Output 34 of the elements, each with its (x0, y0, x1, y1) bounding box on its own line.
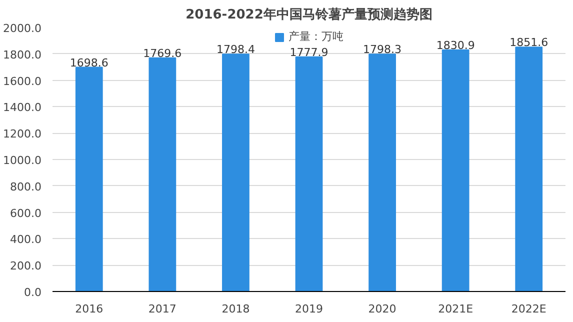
x-tick-label: 2019 (295, 302, 324, 316)
y-tick-label: 1000.0 (3, 154, 42, 167)
y-tick-label: 800.0 (10, 180, 42, 194)
bar (368, 54, 396, 292)
x-tick-label: 2020 (368, 302, 396, 316)
y-tick-label: 2000.0 (3, 22, 42, 35)
legend-label: 产量：万吨 (288, 29, 344, 44)
data-label: 1830.9 (436, 38, 475, 52)
bar (442, 49, 470, 292)
bar (148, 57, 176, 292)
x-tick-label: 2016 (75, 302, 104, 316)
bar (222, 54, 250, 292)
y-tick-label: 1600.0 (3, 74, 42, 88)
data-label: 1798.3 (363, 43, 402, 56)
bar (295, 56, 323, 292)
y-tick-label: 1800.0 (3, 48, 42, 62)
chart-title: 2016-2022年中国马铃薯产量预测趋势图 (186, 6, 432, 22)
data-label: 1769.6 (143, 46, 182, 60)
data-label: 1851.6 (510, 36, 548, 50)
x-tick-label: 2022E (511, 302, 546, 316)
y-tick-label: 0.0 (24, 286, 42, 299)
data-label: 1777.9 (290, 46, 328, 59)
y-tick-label: 400.0 (10, 233, 42, 246)
y-tick-label: 600.0 (10, 206, 42, 220)
data-label: 1698.6 (70, 56, 108, 70)
y-tick-label: 200.0 (10, 260, 42, 273)
x-tick-label: 2018 (222, 302, 250, 316)
x-tick-label: 2017 (148, 302, 176, 316)
bar (75, 66, 103, 292)
y-tick-label: 1400.0 (3, 101, 42, 114)
y-tick-label: 1200.0 (3, 128, 42, 141)
x-tick-label: 2021E (438, 302, 474, 316)
bar (515, 46, 543, 292)
data-label: 1798.4 (216, 43, 255, 56)
